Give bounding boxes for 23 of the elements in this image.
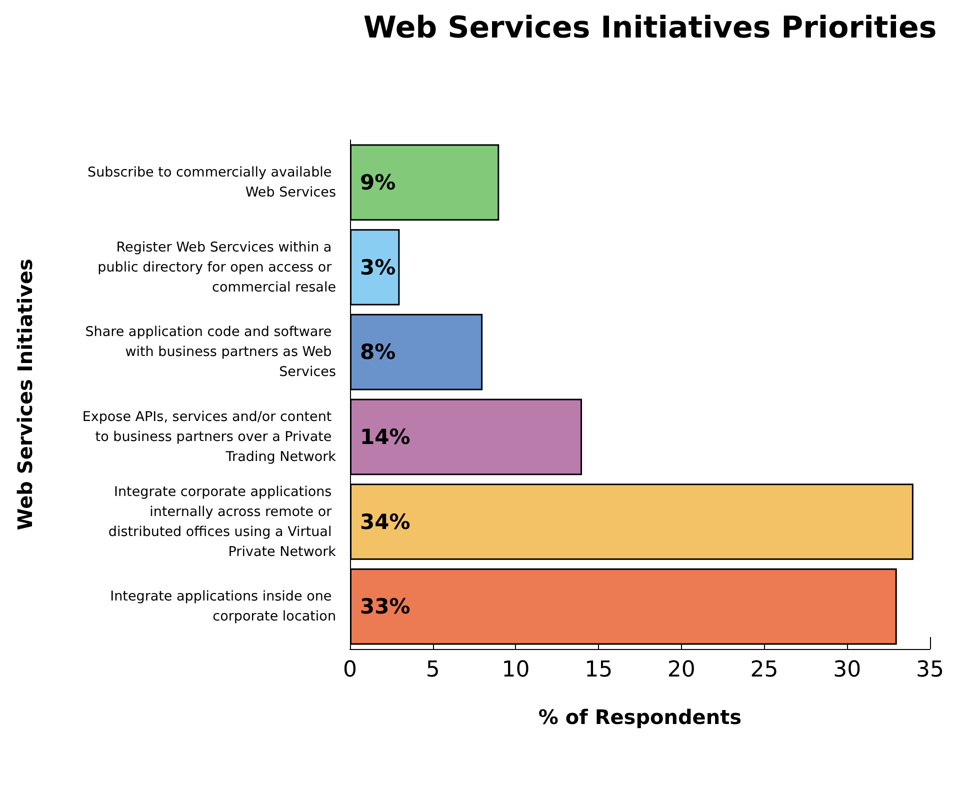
x-tick-label: 5 (426, 658, 440, 682)
x-tick-label: 25 (750, 658, 778, 682)
x-axis-title: % of Respondents (538, 705, 742, 729)
data-label: 8% (360, 340, 396, 364)
y-tick-label: Expose APIs, services and/or content to business partners over a Private Trading Network (82, 408, 336, 465)
y-tick-label: Register Web Sercvices within a public directory for open access or commercial resale (98, 239, 336, 296)
x-tick-label: 10 (502, 658, 530, 682)
data-label: 9% (360, 170, 396, 194)
x-tick-label: 30 (833, 658, 862, 682)
chart-title: Web Services Initiatives Priorities (363, 10, 937, 46)
x-tick-label: 20 (667, 658, 696, 682)
y-tick-label: Subscribe to commercially available Web Services (88, 164, 336, 200)
y-tick-label: Integrate corporate applications internally across remote or distributed offices using a Virtual Private Network (108, 484, 336, 560)
y-tick-label: Integrate applications inside one corporate location (110, 588, 336, 625)
y-tick-label: Share application code and software with business partners as Web Services (85, 324, 336, 380)
x-tick-label: 35 (916, 658, 944, 682)
data-label: 34% (360, 510, 410, 534)
data-label: 3% (360, 255, 396, 280)
y-axis-title: Web Services Initiatives (13, 258, 37, 530)
data-label: 14% (360, 424, 410, 449)
data-label: 33% (360, 594, 410, 619)
x-tick-label: 15 (584, 658, 613, 682)
x-tick-label: 0 (343, 658, 357, 682)
